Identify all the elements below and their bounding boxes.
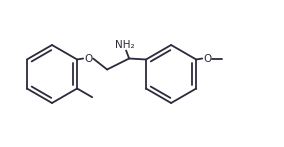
Text: NH₂: NH₂ [115,40,135,50]
Text: O: O [203,54,211,64]
Text: O: O [84,54,92,64]
